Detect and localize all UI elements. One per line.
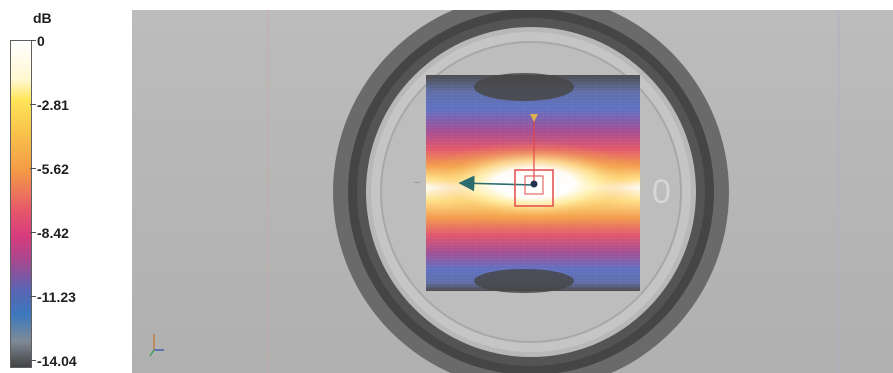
colorbar-tick-5 [30, 360, 36, 361]
3d-viewport[interactable]: 0 – [132, 10, 893, 373]
colorbar-tick-2 [30, 168, 36, 169]
colorbar-legend: dB 0 -2.81 -5.62 -8.42 -11.23 -14.04 [0, 0, 125, 373]
probe-marker[interactable] [458, 114, 554, 207]
colorbar-label-4: -11.23 [37, 289, 76, 305]
colorbar-tick-0 [30, 40, 36, 41]
svg-text:–: – [414, 177, 420, 188]
legend-unit-label: dB [33, 10, 52, 26]
colorbar-label-5: -14.04 [37, 353, 77, 369]
colorbar-tick-4 [30, 296, 36, 297]
svg-text:0: 0 [652, 173, 671, 211]
axis-triad-icon [149, 334, 164, 357]
colorbar-label-2: -5.62 [37, 161, 69, 177]
colorbar-label-3: -8.42 [37, 225, 69, 241]
colorbar-label-1: -2.81 [37, 97, 69, 113]
colorbar-scale [10, 40, 32, 368]
scene-render: 0 – [132, 10, 893, 373]
colorbar-tick-1 [30, 104, 36, 105]
colorbar-tick-3 [30, 232, 36, 233]
colorbar-label-0: 0 [37, 33, 45, 49]
